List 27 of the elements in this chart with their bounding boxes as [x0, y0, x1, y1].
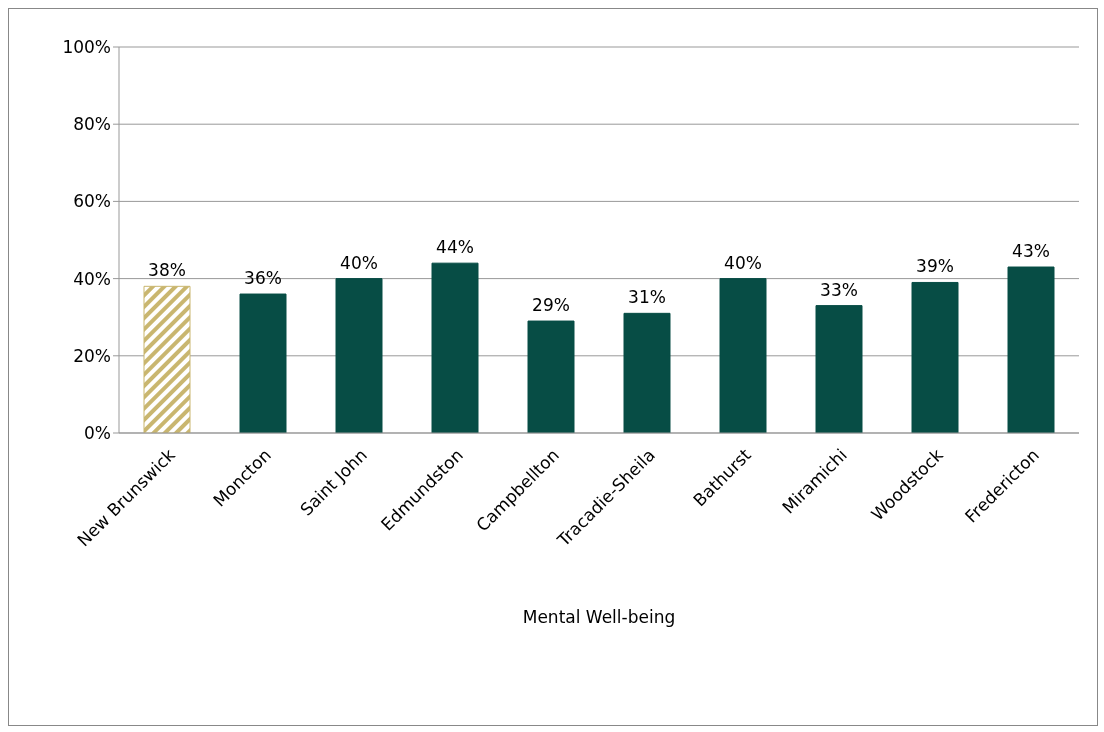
data-label: 33% [820, 279, 858, 300]
data-label: 31% [628, 287, 666, 308]
y-tick-label: 20% [73, 345, 111, 366]
bar [143, 285, 191, 433]
bar [719, 278, 767, 433]
data-label: 38% [148, 260, 186, 281]
bar [527, 320, 575, 433]
bar [431, 262, 479, 433]
x-axis-title: Mental Well-being [522, 607, 676, 627]
bar [623, 312, 671, 433]
data-label: 39% [916, 256, 954, 277]
data-label: 40% [724, 252, 762, 273]
data-label: 40% [340, 252, 378, 273]
bar [239, 293, 287, 433]
y-tick-label: 80% [73, 114, 111, 135]
data-label: 36% [244, 268, 282, 289]
y-tick-label: 0% [84, 423, 111, 444]
bar [335, 278, 383, 433]
bar [911, 281, 959, 433]
bar [1007, 266, 1055, 433]
y-tick-label: 60% [73, 191, 111, 212]
data-label: 44% [436, 237, 474, 258]
data-label: 29% [532, 295, 570, 316]
data-label: 43% [1012, 241, 1050, 262]
y-tick-label: 40% [73, 268, 111, 289]
y-tick-label: 100% [62, 37, 111, 58]
bar [815, 305, 863, 433]
